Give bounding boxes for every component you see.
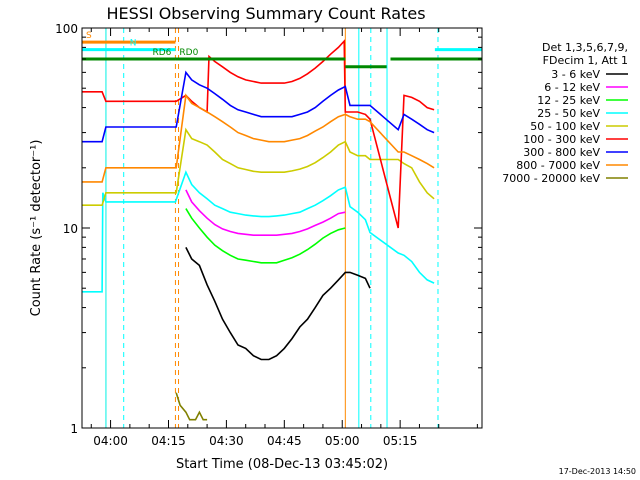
legend-label: 7000 - 20000 keV <box>502 172 600 185</box>
y-axis: 1 10 100 <box>55 22 482 436</box>
state-bar-label: RD0 <box>179 48 198 58</box>
legend-label: 300 - 800 keV <box>523 146 600 159</box>
legend-label: 100 - 300 keV <box>523 133 600 146</box>
x-axis-label: Start Time (08-Dec-13 03:45:02) <box>176 457 388 472</box>
series-line <box>82 93 435 183</box>
series-line <box>175 392 208 421</box>
state-bar-label: N <box>130 39 137 49</box>
legend-label: 50 - 100 keV <box>530 120 600 133</box>
series-line <box>82 70 435 143</box>
x-tick-label: 04:15 <box>151 434 186 448</box>
legend-header-line: Det 1,3,5,6,7,9, <box>542 41 628 54</box>
x-tick-label: 04:00 <box>93 434 128 448</box>
y-tick-label: 100 <box>55 22 78 36</box>
y-axis-label: Count Rate (s⁻¹ detector⁻¹) <box>29 140 44 317</box>
plot-frame <box>81 27 483 429</box>
legend: Det 1,3,5,6,7,9, FDecim 1, Att 1 3 - 6 k… <box>502 41 628 185</box>
series-line <box>185 189 346 236</box>
x-tick-label: 04:30 <box>209 434 244 448</box>
series-line <box>82 170 435 293</box>
series-line <box>185 247 371 361</box>
legend-header-line: FDecim 1, Att 1 <box>543 54 628 67</box>
series-line <box>82 127 435 206</box>
chart-title: HESSI Observing Summary Count Rates <box>106 4 425 23</box>
state-bar-label: S <box>86 31 92 41</box>
state-bar-label: RD6 <box>153 48 172 58</box>
y-tick-label: 10 <box>63 222 78 236</box>
plot-area: S N RD0 RD6 <box>81 27 483 429</box>
series-line <box>185 208 346 264</box>
legend-label: 6 - 12 keV <box>544 81 600 94</box>
legend-label: 800 - 7000 keV <box>516 159 600 172</box>
state-bars: S N RD0 RD6 <box>82 31 482 69</box>
legend-label: 25 - 50 keV <box>537 107 600 120</box>
vertical-markers <box>105 28 439 428</box>
legend-label: 12 - 25 keV <box>537 94 600 107</box>
footer-date: 17-Dec-2013 14:50 <box>559 467 636 476</box>
series-lines <box>82 39 435 421</box>
legend-label: 3 - 6 keV <box>551 68 600 81</box>
x-axis: 04:00 04:15 04:30 04:45 05:00 05:15 <box>90 28 478 448</box>
x-tick-label: 05:15 <box>383 434 418 448</box>
y-tick-label: 1 <box>70 422 78 436</box>
x-tick-label: 05:00 <box>325 434 360 448</box>
x-tick-label: 04:45 <box>267 434 302 448</box>
